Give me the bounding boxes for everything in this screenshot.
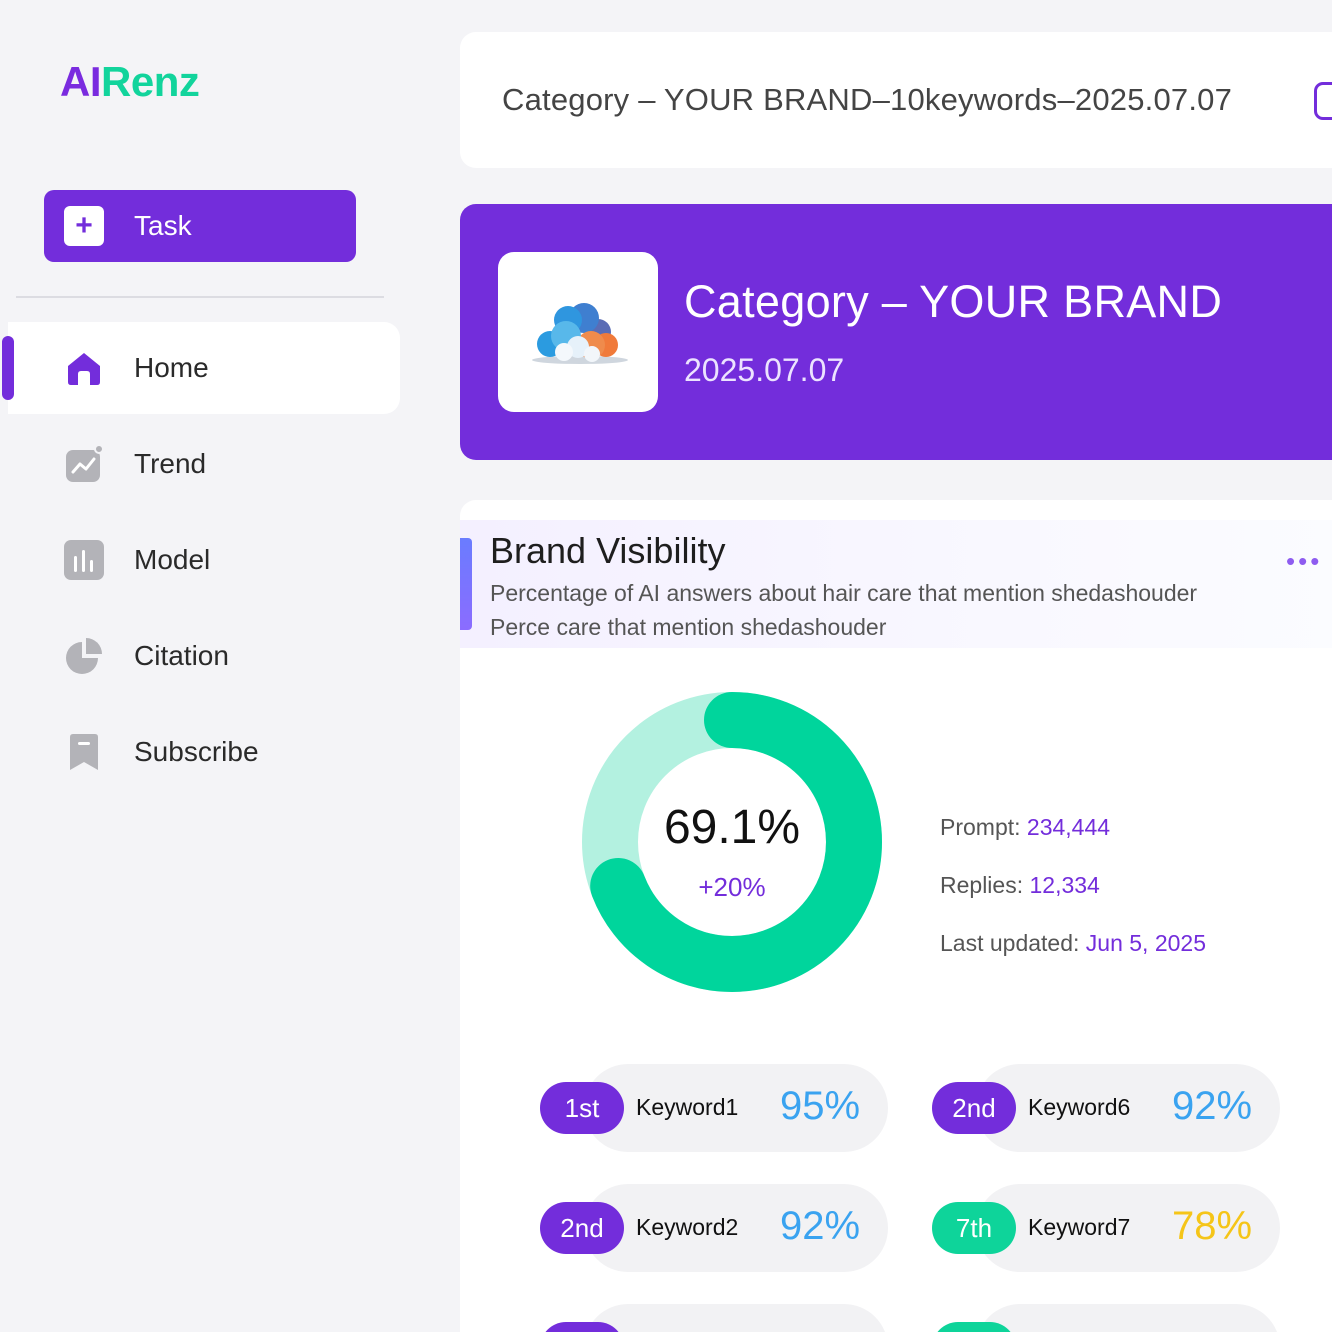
replies-value: 12,334 [1029, 872, 1100, 898]
sidebar-item-label: Model [134, 544, 211, 575]
keyword-rank-badge [540, 1322, 624, 1332]
keyword-rank-badge: 7th [932, 1202, 1016, 1254]
chevron-down-icon[interactable] [1314, 82, 1332, 120]
keyword-name: Keyword1 [636, 1094, 739, 1120]
sidebar-item-subscribe[interactable]: Subscribe [0, 706, 400, 798]
keyword-pill [976, 1184, 1280, 1272]
sidebar-item-label: Subscribe [134, 736, 259, 767]
visibility-change: +20% [698, 872, 766, 902]
more-options-icon[interactable]: ••• [1286, 546, 1323, 576]
card-subtitle-line-1: Percentage of AI answers about hair care… [490, 580, 1198, 606]
keyword-name: Keyword7 [1028, 1214, 1131, 1240]
home-icon [68, 353, 100, 385]
brand-visibility-card: Brand Visibility Percentage of AI answer… [460, 500, 1332, 1332]
keyword-pill [584, 1184, 888, 1272]
sidebar-nav: Home Trend Model Citation Subscribe [0, 322, 400, 802]
brand-thumbnail [498, 252, 658, 412]
keyword-pill [584, 1064, 888, 1152]
keyword-name: Keyword6 [1028, 1094, 1131, 1120]
sidebar-item-home[interactable]: Home [2, 322, 400, 414]
sidebar-item-citation[interactable]: Citation [0, 610, 400, 702]
prompt-label: Prompt: [940, 814, 1021, 840]
new-task-button[interactable]: + Task [44, 190, 356, 262]
keyword-pill [584, 1304, 888, 1332]
new-task-label: Task [134, 210, 192, 241]
keyword-percentage: 92% [1172, 1084, 1253, 1128]
keyword-rank-item-partial[interactable] [540, 1304, 888, 1332]
visibility-donut-chart [582, 692, 882, 992]
keyword-rank-badge [932, 1322, 1016, 1332]
updated-stat: Last updated: Jun 5, 2025 [940, 930, 1206, 988]
prompt-value: 234,444 [1026, 814, 1111, 840]
keyword-rank-item[interactable]: 2nd Keyword6 92% [932, 1064, 1280, 1152]
sidebar-item-label: Home [134, 352, 209, 383]
card-title: Brand Visibility [490, 530, 726, 571]
card-subtitle-line-2: Perce care that mention shedashouder [490, 614, 887, 640]
updated-label: Last updated: [940, 930, 1080, 956]
keyword-rank-item[interactable]: 1st Keyword1 95% [540, 1064, 888, 1152]
trend-icon [66, 444, 104, 482]
cloud-logo-icon [532, 303, 628, 364]
plus-icon: + [64, 206, 104, 246]
banner-date: 2025.07.07 [684, 352, 845, 388]
keyword-pill [976, 1064, 1280, 1152]
logo-part-renz: Renz [101, 58, 200, 105]
task-selector-value: Category – YOUR BRAND–10keywords–2025.07… [502, 82, 1233, 117]
keyword-percentage: 95% [780, 1084, 861, 1128]
keyword-rank-item-partial[interactable] [932, 1304, 1280, 1332]
sidebar-item-label: Trend [134, 448, 207, 479]
app-logo: AIRenz [60, 58, 200, 106]
prompt-stat: Prompt: 234,444 [940, 814, 1206, 872]
bar-chart-icon [64, 540, 104, 580]
updated-value: Jun 5, 2025 [1085, 930, 1207, 956]
keyword-percentage: 92% [780, 1204, 861, 1248]
keyword-rank-badge: 1st [540, 1082, 624, 1134]
replies-stat: Replies: 12,334 [940, 872, 1206, 930]
brand-banner: Category – YOUR BRAND 2025.07.07 [460, 204, 1332, 460]
replies-label: Replies: [940, 872, 1024, 898]
donut-value-arc [582, 692, 882, 992]
banner-title: Category – YOUR BRAND [684, 276, 1223, 327]
keyword-pill [976, 1304, 1280, 1332]
pie-chart-icon [66, 638, 102, 674]
logo-part-ai: AI [60, 58, 102, 105]
bookmark-icon [70, 734, 98, 770]
card-accent-bar [460, 538, 472, 630]
sidebar-item-model[interactable]: Model [0, 514, 400, 606]
keyword-name: Keyword2 [636, 1214, 739, 1240]
sidebar-divider [16, 296, 384, 298]
keyword-rank-item[interactable]: 2nd Keyword2 92% [540, 1184, 888, 1272]
keyword-rank-item[interactable]: 7th Keyword7 78% [932, 1184, 1280, 1272]
task-selector[interactable]: Category – YOUR BRAND–10keywords–2025.07… [460, 32, 1332, 168]
keyword-rank-badge: 2nd [540, 1202, 624, 1254]
sidebar-item-trend[interactable]: Trend [0, 418, 400, 510]
keyword-percentage: 78% [1172, 1204, 1253, 1248]
visibility-stats: Prompt: 234,444 Replies: 12,334 Last upd… [940, 814, 1206, 988]
keyword-rank-badge: 2nd [932, 1082, 1016, 1134]
card-header [460, 520, 1332, 648]
sidebar-item-label: Citation [134, 640, 229, 671]
visibility-percentage: 69.1% [663, 801, 801, 854]
